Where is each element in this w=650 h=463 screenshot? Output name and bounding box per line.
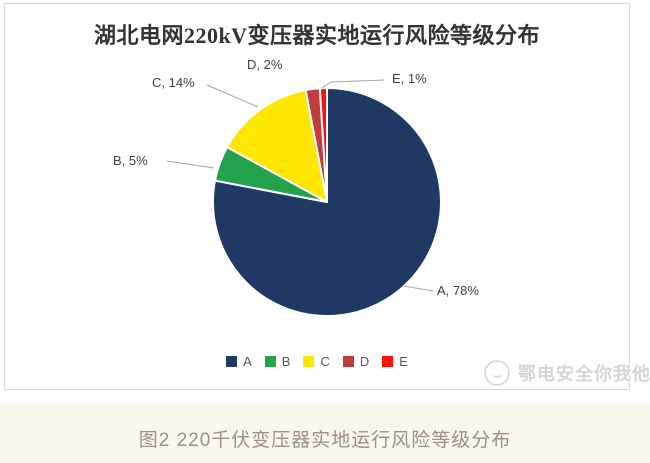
legend-label-E: E [399, 354, 408, 369]
leader-line-A [403, 285, 434, 292]
legend-swatch-D [342, 356, 354, 367]
chart-panel: 湖北电网220kV变压器实地运行风险等级分布 A, 78% B, 5% C, 14%… [4, 3, 650, 390]
legend-item-C: C [303, 354, 330, 369]
legend-label-D: D [359, 354, 370, 369]
pie-label-A: A, 78% [437, 283, 479, 298]
watermark: 鄂电安全你我他 [484, 360, 650, 386]
legend-item-E: E [382, 354, 408, 369]
pie-slice-E [318, 86, 328, 203]
pie-chart [166, 79, 442, 317]
leader-line-E [321, 79, 385, 89]
legend-swatch-B [264, 356, 276, 367]
leader-line-B [166, 160, 215, 169]
pie-label-B: B, 5% [113, 153, 148, 168]
pie-slice-A [212, 87, 442, 317]
legend-label-B: B [281, 354, 291, 369]
pie-label-C: C, 14% [152, 75, 195, 90]
legend-label-A: A [243, 354, 252, 369]
legend-item-B: B [264, 354, 291, 369]
leader-line-C [206, 84, 259, 108]
legend-swatch-A [226, 356, 238, 367]
pie-slice-C [226, 89, 328, 203]
legend-item-A: A [226, 354, 252, 369]
chart-title: 湖北电网220kV变压器实地运行风险等级分布 [93, 23, 541, 48]
leader-lines [166, 79, 434, 292]
legend-swatch-E [382, 356, 394, 367]
figure-caption-strip: 图2 220千伏变压器实地运行风险等级分布 [0, 404, 650, 463]
legend-item-D: D [342, 354, 370, 369]
legend-swatch-C [303, 356, 315, 367]
legend-label-C: C [320, 354, 330, 369]
pie-label-E: E, 1% [392, 71, 427, 86]
watermark-text: 鄂电安全你我他 [518, 364, 650, 384]
pie-slices [212, 86, 442, 317]
figure-caption: 图2 220千伏变压器实地运行风险等级分布 [138, 430, 512, 451]
watermark-mascot-icon [484, 360, 510, 386]
pie-label-D: D, 2% [247, 57, 283, 72]
chart-legend: A B C D E [5, 354, 629, 369]
